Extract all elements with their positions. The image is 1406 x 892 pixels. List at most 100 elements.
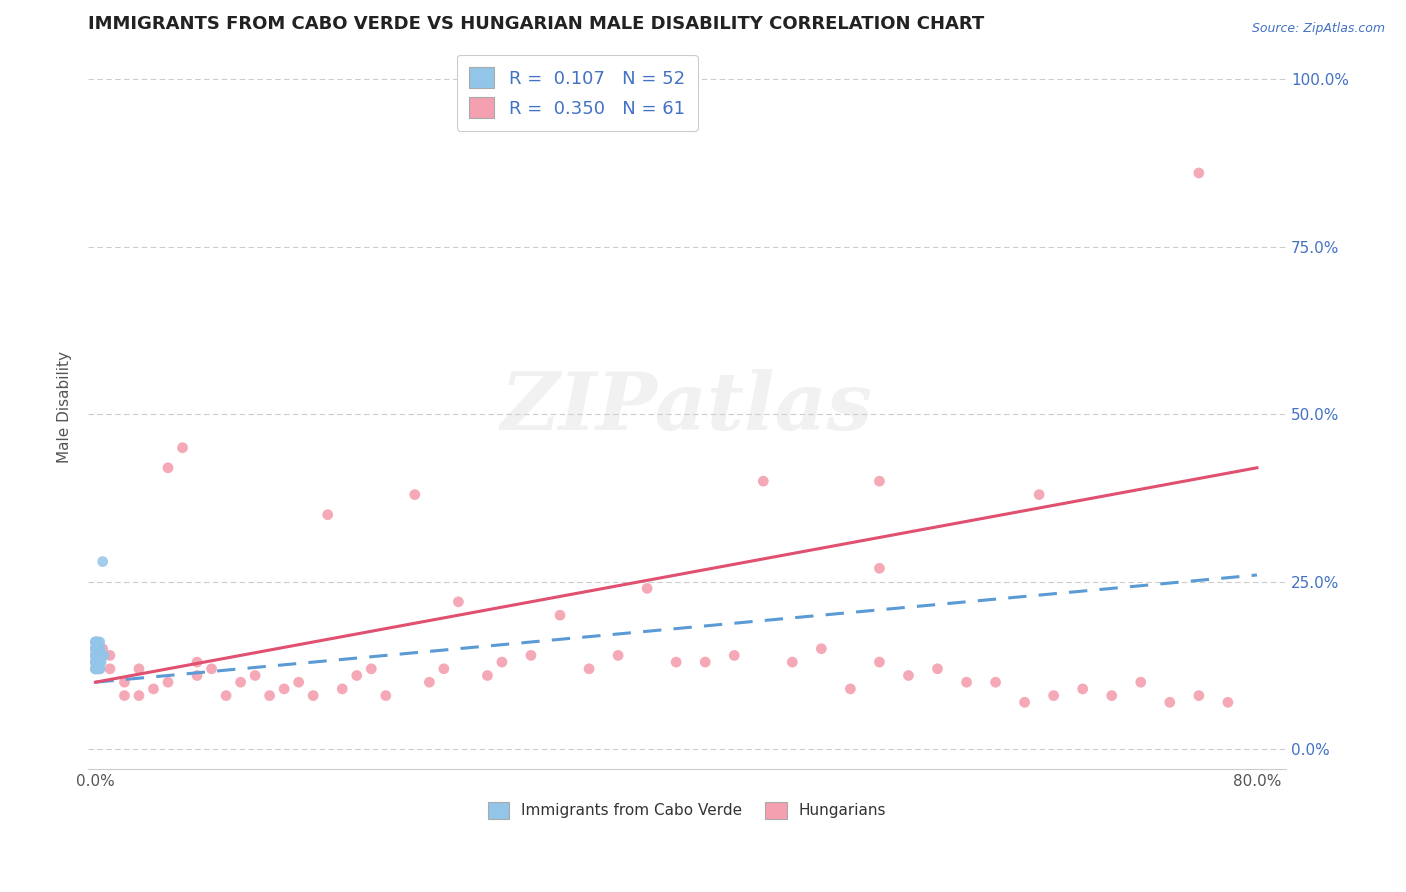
Point bbox=[1188, 689, 1211, 703]
Point bbox=[200, 662, 222, 676]
Point bbox=[1159, 695, 1181, 709]
Point bbox=[142, 681, 165, 696]
Point bbox=[1071, 681, 1094, 696]
Point bbox=[84, 635, 107, 649]
Point bbox=[86, 635, 108, 649]
Point bbox=[84, 655, 107, 669]
Point bbox=[172, 441, 194, 455]
Point bbox=[273, 681, 295, 696]
Point bbox=[782, 655, 804, 669]
Point bbox=[98, 648, 121, 663]
Point bbox=[84, 655, 107, 669]
Point bbox=[86, 648, 108, 663]
Point bbox=[86, 655, 108, 669]
Point bbox=[548, 608, 571, 623]
Point bbox=[91, 555, 114, 569]
Point bbox=[89, 648, 111, 663]
Point bbox=[89, 648, 111, 663]
Point bbox=[810, 641, 832, 656]
Point bbox=[287, 675, 309, 690]
Point bbox=[156, 675, 179, 690]
Point bbox=[84, 641, 107, 656]
Point bbox=[636, 582, 658, 596]
Point bbox=[186, 668, 208, 682]
Point bbox=[1042, 689, 1064, 703]
Point bbox=[156, 460, 179, 475]
Point bbox=[477, 668, 499, 682]
Point bbox=[1129, 675, 1152, 690]
Point bbox=[433, 662, 456, 676]
Point bbox=[84, 641, 107, 656]
Point bbox=[86, 641, 108, 656]
Legend: Immigrants from Cabo Verde, Hungarians: Immigrants from Cabo Verde, Hungarians bbox=[479, 794, 894, 827]
Point bbox=[87, 655, 110, 669]
Point bbox=[84, 648, 107, 663]
Point bbox=[84, 635, 107, 649]
Point bbox=[302, 689, 325, 703]
Point bbox=[360, 662, 382, 676]
Point bbox=[87, 641, 110, 656]
Point bbox=[89, 641, 111, 656]
Point bbox=[418, 675, 440, 690]
Point bbox=[98, 662, 121, 676]
Point bbox=[84, 648, 107, 663]
Point bbox=[90, 648, 112, 663]
Point bbox=[84, 648, 107, 663]
Point bbox=[87, 662, 110, 676]
Point bbox=[89, 655, 111, 669]
Point bbox=[87, 648, 110, 663]
Point bbox=[84, 648, 107, 663]
Point bbox=[87, 655, 110, 669]
Point bbox=[374, 689, 396, 703]
Point bbox=[86, 641, 108, 656]
Point bbox=[128, 689, 150, 703]
Point bbox=[955, 675, 977, 690]
Point bbox=[86, 655, 108, 669]
Point bbox=[89, 635, 111, 649]
Point bbox=[93, 648, 115, 663]
Point bbox=[868, 561, 890, 575]
Point bbox=[89, 641, 111, 656]
Point bbox=[87, 641, 110, 656]
Point bbox=[86, 662, 108, 676]
Point bbox=[665, 655, 688, 669]
Point bbox=[86, 662, 108, 676]
Point bbox=[927, 662, 949, 676]
Point bbox=[84, 648, 107, 663]
Point bbox=[404, 487, 426, 501]
Point bbox=[87, 648, 110, 663]
Point bbox=[607, 648, 630, 663]
Y-axis label: Male Disability: Male Disability bbox=[58, 351, 72, 464]
Point bbox=[1216, 695, 1239, 709]
Point bbox=[86, 648, 108, 663]
Point bbox=[89, 662, 111, 676]
Point bbox=[243, 668, 266, 682]
Point bbox=[259, 689, 281, 703]
Point bbox=[84, 662, 107, 676]
Point bbox=[84, 655, 107, 669]
Point bbox=[84, 662, 107, 676]
Point bbox=[723, 648, 745, 663]
Point bbox=[128, 662, 150, 676]
Point bbox=[695, 655, 717, 669]
Point bbox=[520, 648, 543, 663]
Point bbox=[186, 655, 208, 669]
Point bbox=[87, 635, 110, 649]
Point bbox=[90, 655, 112, 669]
Point bbox=[984, 675, 1007, 690]
Point bbox=[447, 595, 470, 609]
Point bbox=[84, 635, 107, 649]
Point bbox=[84, 662, 107, 676]
Point bbox=[1101, 689, 1123, 703]
Point bbox=[87, 662, 110, 676]
Text: ZIPatlas: ZIPatlas bbox=[501, 368, 873, 446]
Point bbox=[1188, 166, 1211, 180]
Point bbox=[215, 689, 238, 703]
Point bbox=[578, 662, 600, 676]
Point bbox=[84, 655, 107, 669]
Point bbox=[839, 681, 862, 696]
Text: IMMIGRANTS FROM CABO VERDE VS HUNGARIAN MALE DISABILITY CORRELATION CHART: IMMIGRANTS FROM CABO VERDE VS HUNGARIAN … bbox=[89, 15, 984, 33]
Point bbox=[229, 675, 252, 690]
Point bbox=[91, 641, 114, 656]
Text: Source: ZipAtlas.com: Source: ZipAtlas.com bbox=[1251, 22, 1385, 36]
